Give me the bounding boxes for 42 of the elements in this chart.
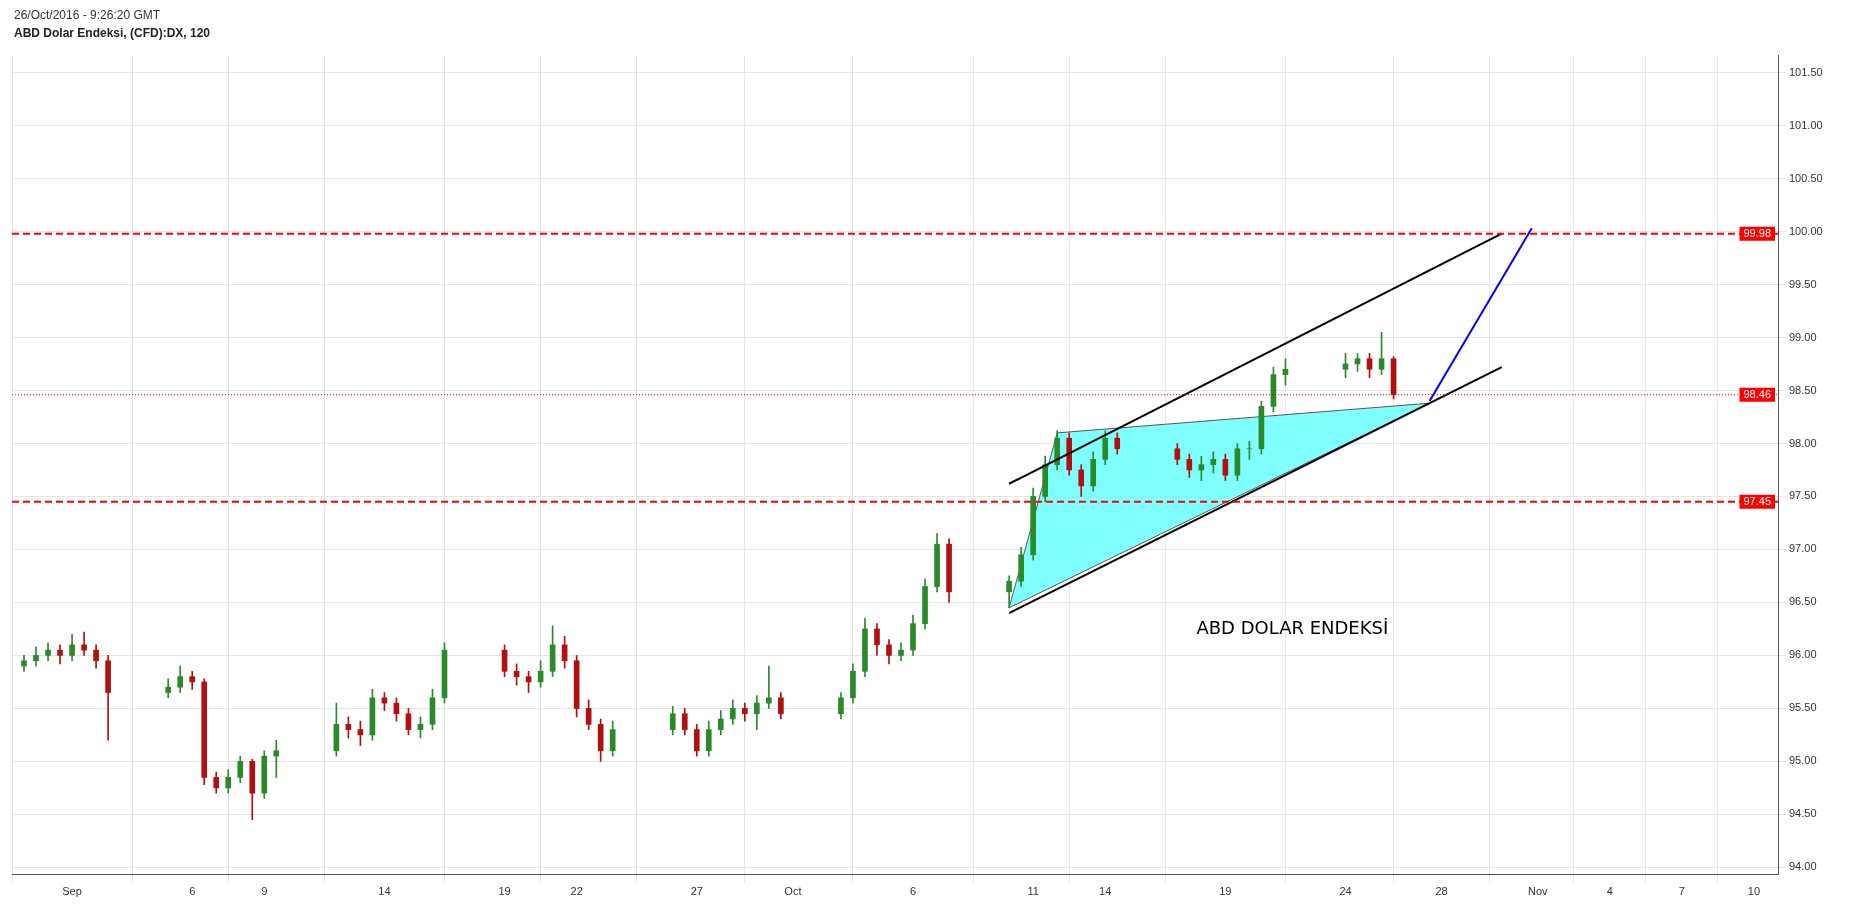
- x-tick-label: 19: [1219, 885, 1232, 898]
- y-tick-label: 97.50: [1789, 489, 1817, 502]
- x-tick-label: 9: [261, 885, 268, 898]
- x-tick-label: 28: [1435, 885, 1448, 898]
- x-tick-label: 22: [570, 885, 583, 898]
- ref-line-label: 98.46: [1743, 387, 1771, 400]
- y-tick-label: 96.50: [1789, 595, 1817, 608]
- ref-line-label: 97.45: [1743, 494, 1771, 507]
- x-tick-label: 19: [498, 885, 511, 898]
- chart-title: ABD Dolar Endeksi, (CFD):DX, 120: [13, 26, 212, 42]
- x-tick-label: 11: [1027, 885, 1039, 898]
- y-tick-label: 94.00: [1789, 860, 1817, 873]
- x-tick-label: Oct: [784, 885, 802, 898]
- y-tick-label: 100.00: [1789, 224, 1823, 237]
- y-tick-label: 95.00: [1789, 754, 1817, 767]
- y-tick-label: 100.50: [1789, 171, 1823, 184]
- x-tick-label: 27: [690, 885, 703, 898]
- x-tick-label: 7: [1678, 885, 1685, 898]
- candlestick: [273, 739, 280, 778]
- y-tick-label: 96.00: [1789, 648, 1817, 661]
- y-tick-label: 101.50: [1789, 65, 1823, 78]
- y-tick-label: 101.00: [1789, 118, 1823, 131]
- text: 26/Oct/2016 - 9:26:20 GMT: [13, 8, 162, 24]
- x-tick-label: 6: [189, 885, 196, 898]
- y-tick-label: 97.00: [1789, 542, 1817, 555]
- ref-line-label: 99.98: [1743, 226, 1771, 239]
- x-tick-label: Sep: [62, 885, 82, 898]
- y-tick-label: 99.50: [1789, 277, 1817, 290]
- y-tick-label: 98.00: [1789, 436, 1817, 449]
- x-tick-label: 24: [1339, 885, 1352, 898]
- annotation: ABD DOLAR ENDEKSİ: [1196, 616, 1389, 638]
- x-tick-label: 4: [1606, 885, 1613, 898]
- y-tick-label: 94.50: [1789, 807, 1817, 820]
- y-tick-label: 98.50: [1789, 383, 1817, 396]
- x-tick-label: Nov: [1527, 885, 1549, 898]
- x-tick-label: 6: [909, 885, 917, 898]
- x-tick-label: 10: [1747, 885, 1761, 898]
- x-tick-label: 14: [378, 885, 391, 898]
- x-tick-label: 14: [1099, 885, 1112, 898]
- y-tick-label: 99.00: [1789, 330, 1817, 343]
- y-tick-label: 95.50: [1789, 701, 1817, 714]
- candlestick: [766, 665, 772, 709]
